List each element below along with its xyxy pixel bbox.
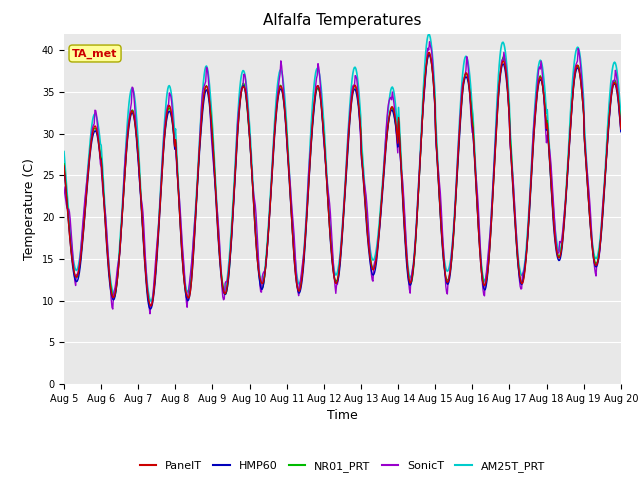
HMP60 [60, 165, 68, 170]
HMP60 [127, 111, 135, 117]
HMP60 [214, 235, 222, 240]
SonicT [617, 126, 625, 132]
Y-axis label: Temperature (C): Temperature (C) [23, 158, 36, 260]
PanelT [411, 249, 419, 254]
Text: TA_met: TA_met [72, 48, 118, 59]
Legend: PanelT, HMP60, NR01_PRT, SonicT, AM25T_PRT: PanelT, HMP60, NR01_PRT, SonicT, AM25T_P… [135, 457, 550, 477]
AM25T_PRT [60, 149, 68, 155]
NR01_PRT [411, 252, 419, 257]
SonicT [426, 39, 433, 45]
Line: HMP60: HMP60 [64, 55, 621, 309]
HMP60 [617, 129, 625, 134]
AM25T_PRT [411, 244, 419, 250]
X-axis label: Time: Time [327, 409, 358, 422]
NR01_PRT [428, 62, 436, 68]
PanelT [428, 63, 436, 69]
PanelT [70, 269, 78, 275]
SonicT [214, 218, 222, 224]
SonicT [185, 287, 193, 292]
PanelT [127, 108, 135, 114]
AM25T_PRT [425, 31, 433, 37]
Line: SonicT: SonicT [64, 42, 621, 314]
NR01_PRT [147, 304, 155, 310]
NR01_PRT [70, 269, 78, 275]
NR01_PRT [60, 161, 68, 167]
NR01_PRT [214, 230, 222, 236]
SonicT [60, 184, 68, 190]
NR01_PRT [617, 123, 625, 129]
NR01_PRT [127, 108, 135, 114]
AM25T_PRT [214, 224, 222, 230]
NR01_PRT [425, 51, 433, 57]
Title: Alfalfa Temperatures: Alfalfa Temperatures [263, 13, 422, 28]
SonicT [70, 270, 78, 276]
SonicT [411, 246, 419, 252]
SonicT [127, 100, 135, 106]
PanelT [425, 49, 433, 55]
AM25T_PRT [147, 298, 155, 304]
Line: NR01_PRT: NR01_PRT [64, 54, 621, 307]
AM25T_PRT [617, 114, 625, 120]
HMP60 [70, 273, 78, 278]
AM25T_PRT [185, 288, 193, 293]
PanelT [147, 303, 155, 309]
SonicT [146, 311, 154, 317]
PanelT [617, 126, 625, 132]
AM25T_PRT [127, 86, 135, 92]
HMP60 [428, 63, 436, 69]
Line: AM25T_PRT: AM25T_PRT [64, 34, 621, 301]
HMP60 [185, 297, 193, 302]
SonicT [428, 50, 436, 56]
AM25T_PRT [428, 47, 436, 52]
HMP60 [425, 52, 433, 58]
NR01_PRT [185, 294, 193, 300]
PanelT [185, 295, 193, 301]
Line: PanelT: PanelT [64, 52, 621, 306]
PanelT [214, 231, 222, 237]
HMP60 [411, 249, 419, 254]
AM25T_PRT [70, 261, 78, 267]
PanelT [60, 163, 68, 168]
HMP60 [147, 306, 155, 312]
